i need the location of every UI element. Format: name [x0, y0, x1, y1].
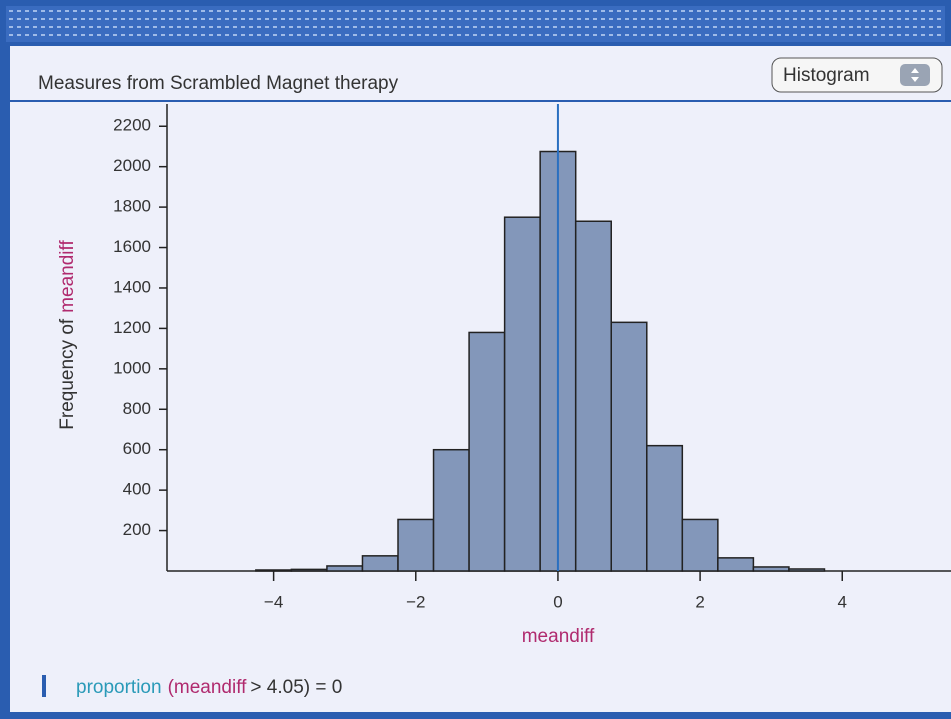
menu-label[interactable]: Histogram [783, 65, 870, 86]
y-tick-label: 1200 [113, 318, 151, 337]
y-tick-label: 800 [123, 399, 151, 418]
y-tick-label: 1000 [113, 358, 151, 377]
x-tick-label: 4 [838, 592, 847, 611]
title-bar [6, 6, 945, 42]
formula-part: > 4.05) = 0 [250, 677, 342, 698]
menu-arrows[interactable] [900, 64, 930, 86]
y-tick-label: 2200 [113, 116, 151, 135]
y-label-text: Frequency of [57, 318, 78, 430]
bar [503, 216, 541, 572]
y-tick-label: 1600 [113, 237, 151, 256]
menu-box[interactable] [771, 57, 943, 93]
formula: proportion (meandiff > 4.05) = 0 [76, 677, 342, 698]
bar [290, 568, 328, 572]
bar [326, 565, 364, 572]
menu-arrow-icon [911, 68, 919, 82]
y-tick-label: 400 [123, 480, 151, 499]
bar [397, 518, 435, 572]
y-tick-label: 1400 [113, 277, 151, 296]
y-axis-label: Frequency of meandiff [57, 240, 78, 430]
bar [752, 566, 790, 572]
view-menu[interactable]: Histogram [771, 57, 943, 93]
formula-part: ( [168, 677, 175, 698]
bar [468, 331, 506, 572]
formula-part: proportion [76, 677, 162, 698]
bar [717, 557, 755, 572]
chart-title: Measures from Scrambled Magnet therapy [38, 73, 399, 94]
bar [646, 444, 684, 572]
bar [361, 555, 399, 572]
bar [681, 518, 719, 572]
x-tick-label: 0 [553, 592, 562, 611]
y-tick-label: 600 [123, 439, 151, 458]
bar [574, 220, 612, 572]
x-tick-label: −2 [406, 592, 425, 611]
x-tick-label: 2 [695, 592, 704, 611]
formula-part: meandiff [174, 677, 247, 698]
bar [610, 321, 648, 572]
y-tick-label: 200 [123, 520, 151, 539]
y-label-var: meandiff [57, 240, 78, 313]
x-tick-label: −4 [264, 592, 283, 611]
legend-swatch [42, 675, 46, 697]
bar [788, 568, 826, 572]
bar [432, 448, 470, 572]
y-tick-label: 1800 [113, 197, 151, 216]
x-axis-label: meandiff [522, 626, 595, 647]
bar [255, 569, 293, 572]
y-tick-label: 2000 [113, 156, 151, 175]
